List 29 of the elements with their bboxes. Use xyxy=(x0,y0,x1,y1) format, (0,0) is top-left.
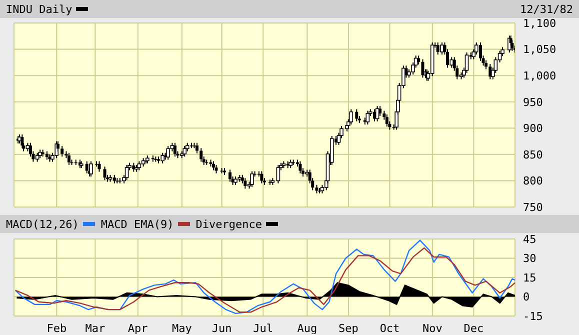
legend-label: MACD(12,26) xyxy=(6,218,79,230)
x-tick-label: Dec xyxy=(464,322,484,335)
x-tick-label: Oct xyxy=(380,322,400,335)
y-tick-label: 750 xyxy=(523,200,543,214)
y-tick-label: 30 xyxy=(523,252,536,266)
text: 12/31/82 xyxy=(520,2,573,16)
x-tick-label: May xyxy=(172,322,192,335)
x-tick-label: Jun xyxy=(212,322,232,335)
y-tick-label: 850 xyxy=(523,148,543,162)
x-tick-label: Sep xyxy=(338,322,358,335)
y-tick-label: -15 xyxy=(523,310,543,323)
legend-label: MACD EMA(9) xyxy=(100,218,174,230)
y-tick-label: 45 xyxy=(523,232,536,246)
x-tick-label: Aug xyxy=(297,322,318,335)
x-tick-label: Jul xyxy=(253,322,274,335)
y-tick-label: 1,050 xyxy=(523,43,556,56)
x-tick-label: Mar xyxy=(85,322,106,335)
y-tick-label: 800 xyxy=(523,174,543,188)
legend-label: INDU Daily xyxy=(6,2,72,16)
x-tick-label: Nov xyxy=(422,322,443,335)
y-tick-label: 0 xyxy=(523,290,530,304)
y-tick-label: 950 xyxy=(523,96,543,109)
y-tick-label: 1,000 xyxy=(523,69,556,82)
x-tick-label: Apr xyxy=(128,322,148,335)
y-tick-label: 1,100 xyxy=(523,16,556,30)
y-tick-label: 15 xyxy=(523,271,536,284)
legend-label: Divergence xyxy=(196,218,262,230)
x-tick-label: Feb xyxy=(46,322,67,335)
y-tick-label: 900 xyxy=(523,122,543,136)
